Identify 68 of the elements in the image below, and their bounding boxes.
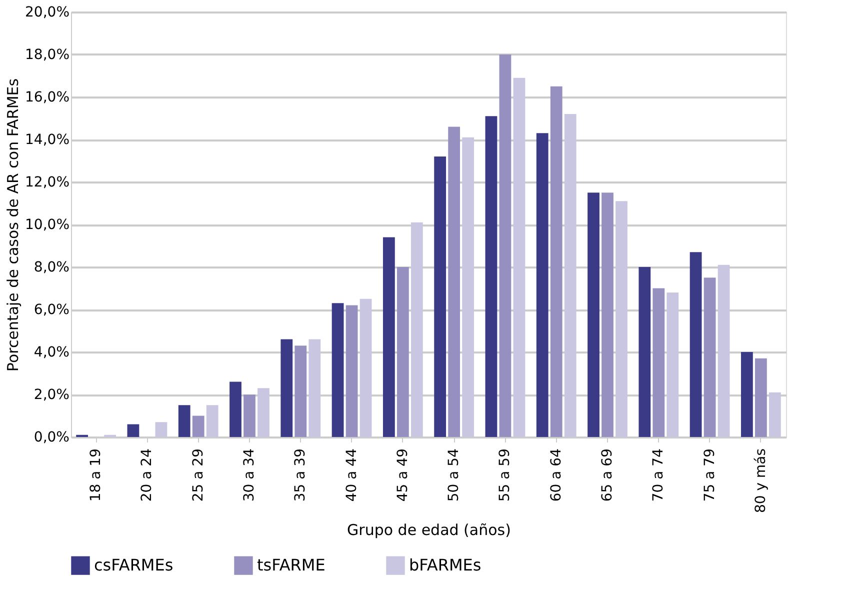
x-tick-label: 50 a 54	[446, 448, 462, 502]
bar	[192, 416, 204, 437]
y-axis-title: Porcentaje de casos de AR con FARMEs	[4, 78, 22, 372]
x-tick-label: 60 a 64	[548, 448, 564, 502]
bar	[652, 288, 665, 437]
bar	[360, 298, 372, 437]
bar	[754, 358, 767, 437]
bar	[740, 352, 753, 437]
bar	[346, 305, 358, 437]
bar	[602, 192, 614, 437]
bar	[462, 137, 474, 437]
bar	[588, 192, 600, 437]
y-tick-label: 20,0%	[25, 4, 70, 20]
x-tick-label: 20 a 24	[139, 448, 156, 502]
legend-label: bFARMEs	[409, 556, 482, 575]
x-tick-label: 18 a 19	[88, 448, 104, 502]
x-tick-label: 70 a 74	[650, 448, 667, 502]
bar	[230, 382, 242, 437]
bar	[258, 388, 270, 437]
legend-label: tsFARME	[257, 556, 326, 575]
bar	[178, 405, 190, 437]
x-tick-label: 35 a 39	[292, 448, 309, 502]
y-tick-label: 6,0%	[34, 302, 70, 318]
y-tick-label: 2,0%	[34, 387, 70, 403]
x-tick-label: 55 a 59	[497, 448, 514, 502]
bar	[410, 222, 423, 437]
bar	[666, 292, 679, 437]
bar	[485, 116, 498, 437]
bar	[616, 201, 628, 437]
bar	[718, 264, 730, 437]
bar	[704, 278, 716, 437]
x-tick-label: 75 a 79	[702, 448, 718, 502]
bar	[294, 346, 307, 437]
bar	[638, 267, 651, 437]
bar	[690, 252, 702, 437]
y-tick-label: 10,0%	[25, 217, 70, 233]
x-tick-label: 30 a 34	[241, 448, 258, 502]
x-tick-label: 65 a 69	[600, 448, 616, 502]
bar	[280, 339, 293, 437]
x-tick-label: 45 a 49	[394, 448, 411, 502]
bar	[499, 54, 512, 437]
x-tick-label: 40 a 44	[344, 448, 360, 502]
y-tick-label: 16,0%	[25, 90, 70, 106]
bar	[564, 114, 576, 437]
x-axis-title: Grupo de edad (años)	[347, 521, 511, 540]
y-tick-label: 14,0%	[25, 132, 70, 148]
bar	[244, 394, 256, 437]
bar	[434, 156, 446, 437]
bar	[155, 422, 168, 437]
x-tick-label: 25 a 29	[190, 448, 206, 502]
bar	[382, 237, 395, 437]
legend-label: csFARMEs	[94, 556, 174, 575]
bar	[448, 126, 460, 437]
bar	[206, 405, 218, 437]
bar	[308, 339, 321, 437]
bar	[127, 424, 140, 437]
bar	[550, 86, 562, 437]
y-tick-label: 12,0%	[25, 174, 70, 190]
y-tick-label: 8,0%	[34, 260, 70, 276]
x-tick-label: 80 y más	[752, 448, 769, 514]
bar	[332, 303, 344, 437]
bar	[536, 133, 548, 437]
bar	[768, 392, 781, 437]
y-tick-label: 4,0%	[34, 344, 70, 360]
y-tick-label: 18,0%	[25, 47, 70, 63]
bar	[396, 267, 409, 437]
bar	[513, 78, 526, 437]
y-tick-label: 0,0%	[34, 430, 70, 446]
